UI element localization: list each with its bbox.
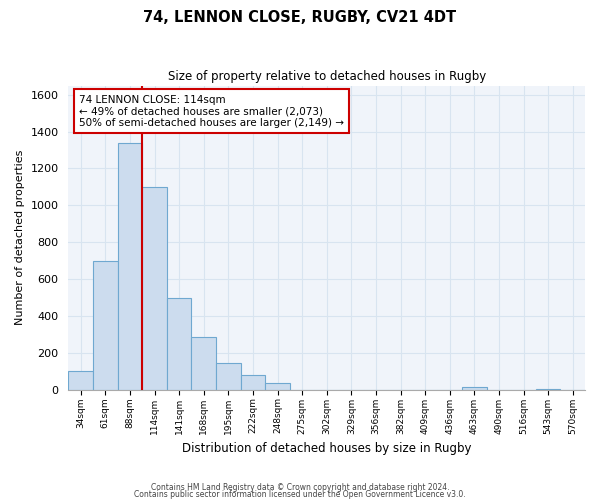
Bar xyxy=(93,260,118,390)
X-axis label: Distribution of detached houses by size in Rugby: Distribution of detached houses by size … xyxy=(182,442,472,455)
Bar xyxy=(191,337,216,390)
Bar xyxy=(216,363,241,390)
Bar xyxy=(167,298,191,390)
Bar xyxy=(118,142,142,390)
Bar xyxy=(68,371,93,390)
Text: Contains HM Land Registry data © Crown copyright and database right 2024.: Contains HM Land Registry data © Crown c… xyxy=(151,484,449,492)
Bar xyxy=(462,387,487,390)
Text: Contains public sector information licensed under the Open Government Licence v3: Contains public sector information licen… xyxy=(134,490,466,499)
Bar xyxy=(265,383,290,390)
Bar xyxy=(142,187,167,390)
Text: 74 LENNON CLOSE: 114sqm
← 49% of detached houses are smaller (2,073)
50% of semi: 74 LENNON CLOSE: 114sqm ← 49% of detache… xyxy=(79,94,344,128)
Title: Size of property relative to detached houses in Rugby: Size of property relative to detached ho… xyxy=(167,70,486,83)
Bar xyxy=(241,375,265,390)
Y-axis label: Number of detached properties: Number of detached properties xyxy=(15,150,25,326)
Text: 74, LENNON CLOSE, RUGBY, CV21 4DT: 74, LENNON CLOSE, RUGBY, CV21 4DT xyxy=(143,10,457,25)
Bar xyxy=(536,388,560,390)
